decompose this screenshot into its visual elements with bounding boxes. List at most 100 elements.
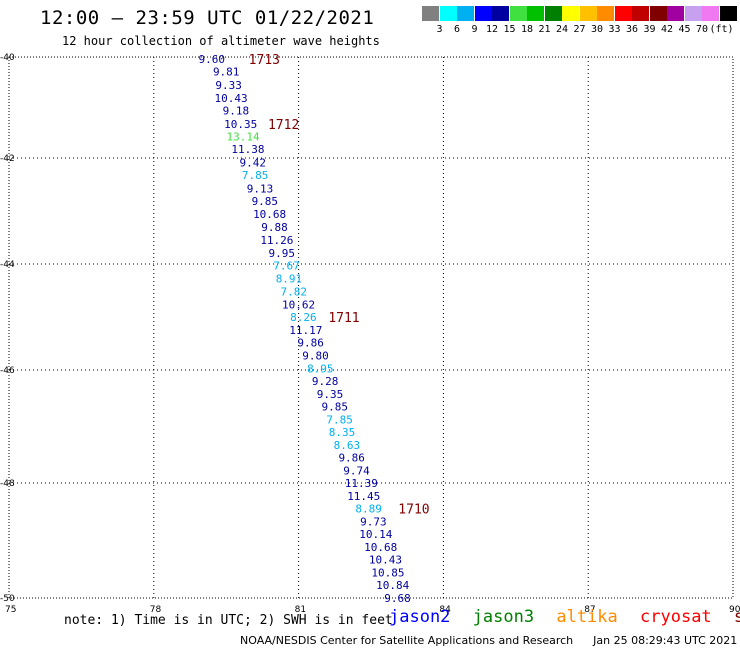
color-swatch xyxy=(667,6,684,21)
color-swatch xyxy=(544,6,562,21)
color-scale-label: 12 xyxy=(485,24,499,35)
color-swatch xyxy=(702,6,719,21)
pass-number-label: 1712 xyxy=(268,118,299,133)
y-tick-label: -48 xyxy=(0,479,15,489)
wave-height-point: 8.89 xyxy=(355,503,382,516)
chart-subtitle: 12 hour collection of altimeter wave hei… xyxy=(62,34,380,48)
pass-number-label: 1711 xyxy=(328,311,359,326)
color-scale-label: 39 xyxy=(643,24,656,35)
pass-number-label: 1713 xyxy=(249,53,280,68)
color-swatch xyxy=(492,6,509,21)
color-swatch xyxy=(457,6,474,21)
wave-height-point: 9.95 xyxy=(268,247,295,260)
credit-line: NOAA/NESDIS Center for Satellite Applica… xyxy=(240,634,737,647)
x-tick-label: 78 xyxy=(150,605,162,615)
wave-height-point: 8.26 xyxy=(290,311,317,324)
wave-height-point: 7.67 xyxy=(273,260,300,273)
wave-height-point: 9.85 xyxy=(252,195,279,208)
wave-height-point: 9.33 xyxy=(215,79,242,92)
wave-height-point: 11.39 xyxy=(345,477,378,490)
color-scale-label: 9 xyxy=(471,24,478,35)
wave-height-point: 9.85 xyxy=(322,401,349,414)
color-swatch xyxy=(684,6,702,21)
wave-height-point: 11.38 xyxy=(231,143,264,156)
satellite-altika: altika xyxy=(556,607,618,627)
y-tick-label: -40 xyxy=(0,53,15,63)
color-swatch xyxy=(614,6,632,21)
color-swatch xyxy=(719,6,737,21)
wave-height-point: 8.95 xyxy=(307,362,334,375)
color-swatch xyxy=(474,6,492,21)
y-tick-label: -44 xyxy=(0,260,15,270)
color-scale-label: 6 xyxy=(453,24,461,35)
satellite-s3a: s3a xyxy=(733,607,740,627)
wave-height-point: 10.43 xyxy=(214,92,247,105)
y-tick-label: -50 xyxy=(0,594,15,604)
wave-height-point: 9.60 xyxy=(198,53,225,66)
wave-height-point: 9.35 xyxy=(317,388,344,401)
wave-height-point: 10.85 xyxy=(371,566,404,579)
color-scale-label: 21 xyxy=(538,24,551,35)
wave-height-point: 9.73 xyxy=(360,515,387,528)
wave-height-point: 10.84 xyxy=(376,579,409,592)
wave-height-point: 9.86 xyxy=(297,337,324,350)
wave-height-point: 9.42 xyxy=(239,156,266,169)
credit-timestamp: Jan 25 08:29:43 UTC 2021 xyxy=(593,634,738,647)
wave-height-point: 11.17 xyxy=(289,324,322,337)
wave-height-point: 9.86 xyxy=(338,452,365,465)
wave-height-point: 9.80 xyxy=(302,349,329,362)
units-note: note: 1) Time is in UTC; 2) SWH is in fe… xyxy=(64,613,393,628)
wave-height-point: 9.68 xyxy=(384,592,411,605)
wave-height-point: 11.45 xyxy=(347,490,380,503)
y-tick-label: -42 xyxy=(0,154,15,164)
color-scale-label: 18 xyxy=(520,24,534,35)
wave-height-point: 8.35 xyxy=(329,426,356,439)
color-swatch xyxy=(562,6,579,21)
plot-frame xyxy=(8,56,734,599)
color-scale-label: 42 xyxy=(660,24,674,35)
y-tick-label: -46 xyxy=(0,366,15,376)
wave-height-point: 9.74 xyxy=(343,464,370,477)
wave-height-point: 11.26 xyxy=(260,234,293,247)
color-swatch xyxy=(649,6,667,21)
wave-height-point: 9.81 xyxy=(213,66,240,79)
wave-height-point: 13.14 xyxy=(227,131,260,144)
color-scale-label: 30 xyxy=(590,24,604,35)
pass-number-label: 1710 xyxy=(398,503,429,518)
satellite-legend: jason2 jason3 altika cryosat s3a xyxy=(389,607,740,627)
satellite-jason3: jason3 xyxy=(472,607,535,627)
wave-height-point: 10.35 xyxy=(224,118,257,131)
color-swatch xyxy=(632,6,649,21)
wave-height-point: 10.43 xyxy=(369,554,402,567)
color-swatch xyxy=(579,6,597,21)
wave-height-point: 10.62 xyxy=(282,298,315,311)
color-scale-label: 3 xyxy=(436,24,443,35)
color-scale-label: 45 xyxy=(678,24,691,35)
color-scale-label: 70 xyxy=(695,24,709,35)
x-tick-label: 90 xyxy=(729,605,740,615)
wave-height-point: 9.13 xyxy=(247,182,274,195)
color-scale-label: 15 xyxy=(503,24,516,35)
x-tick-label: 87 xyxy=(584,605,595,615)
satellite-jason2: jason2 xyxy=(389,607,451,627)
color-swatch xyxy=(597,6,614,21)
color-swatch xyxy=(509,6,527,21)
x-tick-label: 75 xyxy=(5,605,16,615)
wave-height-point: 7.85 xyxy=(242,169,269,182)
color-scale-label: 24 xyxy=(555,24,569,35)
satellite-cryosat: cryosat xyxy=(640,607,712,627)
x-tick-label: 84 xyxy=(439,605,451,615)
wave-height-point: 10.14 xyxy=(359,528,392,541)
wave-height-point: 10.68 xyxy=(364,541,397,554)
wave-height-point: 8.63 xyxy=(334,439,361,452)
color-scale-label: 36 xyxy=(625,24,639,35)
color-scale-label: (ft) xyxy=(709,24,734,35)
wave-height-point: 9.18 xyxy=(223,104,250,117)
credit-org: NOAA/NESDIS Center for Satellite Applica… xyxy=(240,634,574,647)
wave-height-point: 9.88 xyxy=(261,221,288,234)
chart-title: 12:00 – 23:59 UTC 01/22/2021 xyxy=(40,7,375,29)
color-scale-legend: 3 6 9 12 15 18 21 24 27 30 33 36 39 42 45 70 (ft) xyxy=(422,4,738,40)
color-swatch xyxy=(527,6,544,21)
wave-height-point: 7.85 xyxy=(326,413,353,426)
